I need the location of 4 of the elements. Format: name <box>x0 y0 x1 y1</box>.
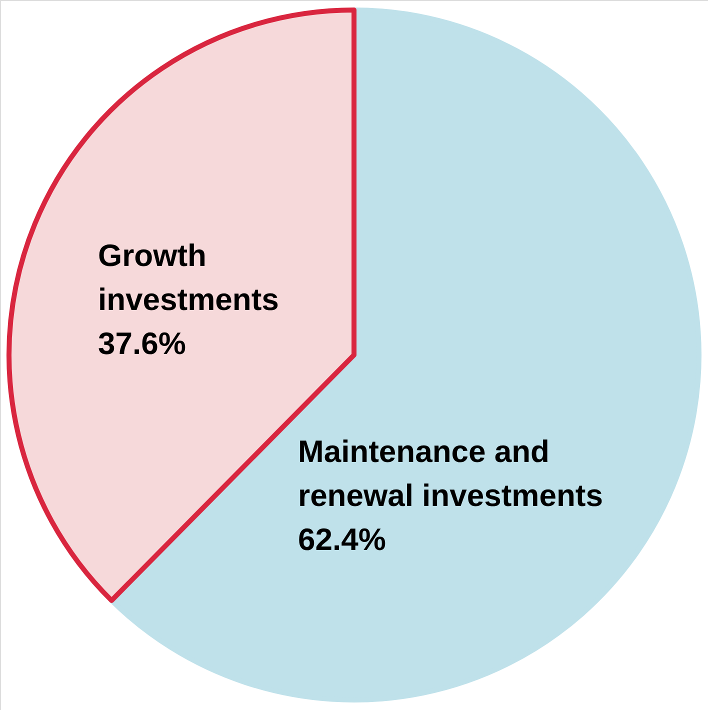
data-label: 37.6% <box>98 326 186 361</box>
slice-label: Maintenance and renewal investments <box>298 434 603 513</box>
data-label: 62.4% <box>298 522 386 557</box>
slice-label: Growth investments <box>98 238 279 317</box>
